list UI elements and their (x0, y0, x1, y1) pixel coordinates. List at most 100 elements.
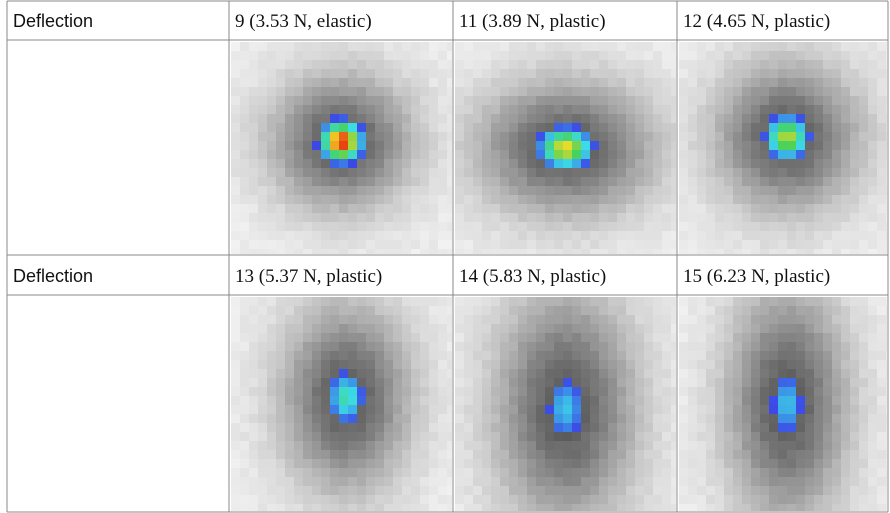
pixel (742, 333, 751, 342)
pixel (796, 450, 805, 459)
pixel (473, 360, 482, 369)
pixel (447, 222, 452, 231)
pixel (796, 60, 805, 69)
pixel (393, 423, 402, 432)
pixel (545, 504, 554, 511)
pixel (617, 423, 626, 432)
pixel (509, 414, 518, 423)
pixel (626, 306, 635, 315)
pixel (249, 468, 258, 477)
pixel (653, 42, 662, 51)
pixel (796, 222, 805, 231)
pixel (258, 42, 267, 51)
pixel (653, 459, 662, 468)
pixel (563, 204, 572, 213)
pixel (285, 177, 294, 186)
pixel (599, 477, 608, 486)
pixel (303, 441, 312, 450)
pixel (724, 378, 733, 387)
pixel (608, 342, 617, 351)
pixel (536, 477, 545, 486)
pixel (715, 450, 724, 459)
pixel (671, 441, 676, 450)
pixel (473, 222, 482, 231)
pixel (500, 204, 509, 213)
pixel (411, 60, 420, 69)
pixel (438, 78, 447, 87)
pixel (536, 168, 545, 177)
pixel (706, 405, 715, 414)
pixel (742, 324, 751, 333)
pixel (778, 231, 787, 240)
pixel (393, 369, 402, 378)
pixel (464, 414, 473, 423)
pixel (572, 315, 581, 324)
pixel (330, 87, 339, 96)
pixel (285, 495, 294, 504)
pixel (724, 78, 733, 87)
pixel (402, 213, 411, 222)
pixel (545, 387, 554, 396)
pixel (733, 297, 742, 306)
pixel (724, 369, 733, 378)
pixel (303, 324, 312, 333)
pixel (455, 432, 464, 441)
pixel (688, 378, 697, 387)
pixel (886, 315, 887, 324)
pixel (357, 333, 366, 342)
pixel (464, 141, 473, 150)
pixel (769, 204, 778, 213)
pixel (805, 432, 814, 441)
pixel (321, 324, 330, 333)
pixel (393, 123, 402, 132)
pixel (742, 486, 751, 495)
pixel (491, 150, 500, 159)
pixel (671, 105, 676, 114)
pixel (841, 222, 850, 231)
pixel (482, 195, 491, 204)
pixel (733, 360, 742, 369)
pixel (581, 378, 590, 387)
pixel (805, 297, 814, 306)
pixel (276, 459, 285, 468)
pixel (429, 360, 438, 369)
pixel (697, 315, 706, 324)
pixel (796, 477, 805, 486)
pixel (482, 369, 491, 378)
pixel (473, 333, 482, 342)
pixel (599, 222, 608, 231)
pixel (518, 297, 527, 306)
pixel (581, 249, 590, 254)
pixel (402, 60, 411, 69)
pixel (545, 459, 554, 468)
column-header: 9 (3.53 N, elastic) (235, 11, 372, 32)
pixel (679, 342, 688, 351)
pixel (294, 396, 303, 405)
pixel (796, 123, 805, 132)
pixel (617, 495, 626, 504)
pixel (500, 168, 509, 177)
pixel (778, 96, 787, 105)
pixel (733, 78, 742, 87)
pixel (366, 360, 375, 369)
pixel (877, 231, 886, 240)
pixel (599, 60, 608, 69)
pixel (796, 204, 805, 213)
pixel (635, 432, 644, 441)
pixel (554, 414, 563, 423)
pixel (688, 231, 697, 240)
pixel (348, 231, 357, 240)
pixel (402, 51, 411, 60)
pixel (778, 60, 787, 69)
pixel (312, 204, 321, 213)
pixel (715, 324, 724, 333)
pixel (563, 468, 572, 477)
pixel (644, 405, 653, 414)
pixel (455, 105, 464, 114)
pixel (688, 159, 697, 168)
pixel (500, 42, 509, 51)
pixel (455, 495, 464, 504)
pixel (303, 42, 312, 51)
pixel (886, 459, 887, 468)
pixel (527, 231, 536, 240)
